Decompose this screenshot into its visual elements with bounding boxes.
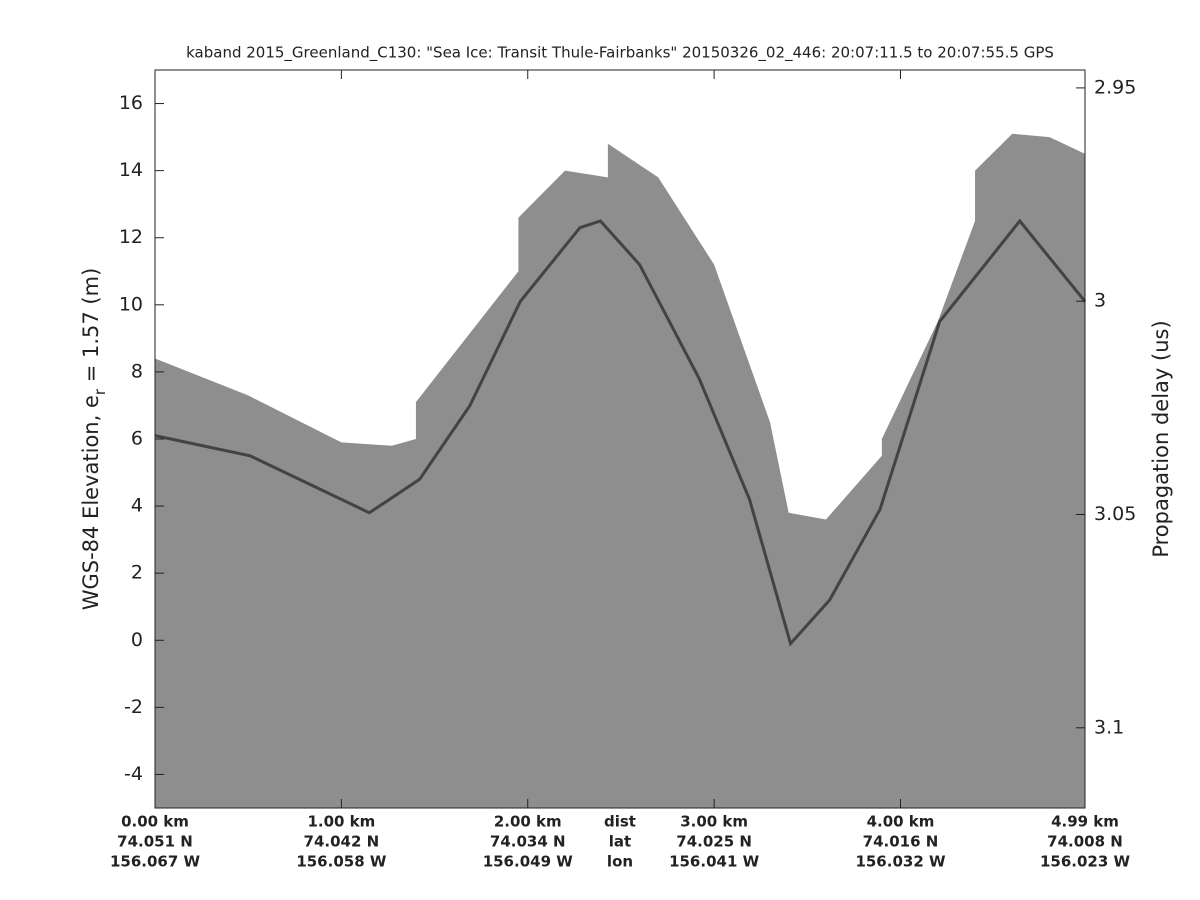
lon-label: 156.041 W [669, 853, 760, 871]
y-tick-label: 4 [131, 495, 143, 517]
lon-label: 156.067 W [110, 853, 201, 871]
x-tick-label: 3.00 km [680, 813, 748, 831]
y-axis-label: WGS-84 Elevation, er = 1.57 (m) [79, 268, 109, 611]
x-tick-label: 2.00 km [494, 813, 562, 831]
y-tick-label: 10 [119, 293, 143, 315]
lat-label: 74.051 N [117, 833, 193, 851]
lon-label: 156.049 W [483, 853, 574, 871]
echogram-area [155, 133, 1085, 809]
y-label-part: = 1.57 (m) [79, 268, 103, 389]
row-name: dist [604, 813, 636, 831]
y-tick-label: 8 [131, 360, 143, 382]
y-tick-label: -2 [124, 696, 143, 718]
lat-label: 74.025 N [676, 833, 752, 851]
lon-label: 156.032 W [855, 853, 946, 871]
x-tick-label: 4.99 km [1051, 813, 1119, 831]
y2-tick-label: 2.95 [1094, 76, 1136, 98]
lon-label: 156.023 W [1040, 853, 1131, 871]
y-tick-label: 12 [119, 226, 143, 248]
lat-label: 74.016 N [863, 833, 939, 851]
x-tick-label: 1.00 km [307, 813, 375, 831]
y2-axis-label: Propagation delay (us) [1149, 320, 1173, 557]
y-tick-label: 14 [119, 159, 143, 181]
row-name: lon [607, 853, 633, 871]
chart-title: kaband 2015_Greenland_C130: "Sea Ice: Tr… [186, 44, 1054, 63]
y-tick-label: 0 [131, 629, 143, 651]
lat-label: 74.042 N [304, 833, 380, 851]
y-tick-label: 6 [131, 428, 143, 450]
y-tick-label: -4 [124, 763, 143, 785]
lon-label: 156.058 W [296, 853, 387, 871]
x-tick-label: 0.00 km [121, 813, 189, 831]
y-tick-label: 2 [131, 562, 143, 584]
y-label-subscript: r [91, 388, 109, 395]
y-tick-label: 16 [119, 92, 143, 114]
x-tick-label: 4.00 km [867, 813, 935, 831]
lat-label: 74.034 N [490, 833, 566, 851]
y2-tick-label: 3.1 [1094, 716, 1124, 738]
y-label-part: WGS-84 Elevation, e [79, 395, 103, 610]
y2-tick-label: 3.05 [1094, 503, 1136, 525]
lat-label: 74.008 N [1047, 833, 1123, 851]
y2-tick-label: 3 [1094, 290, 1106, 312]
row-name: lat [609, 833, 631, 851]
surface-line [154, 218, 1087, 647]
